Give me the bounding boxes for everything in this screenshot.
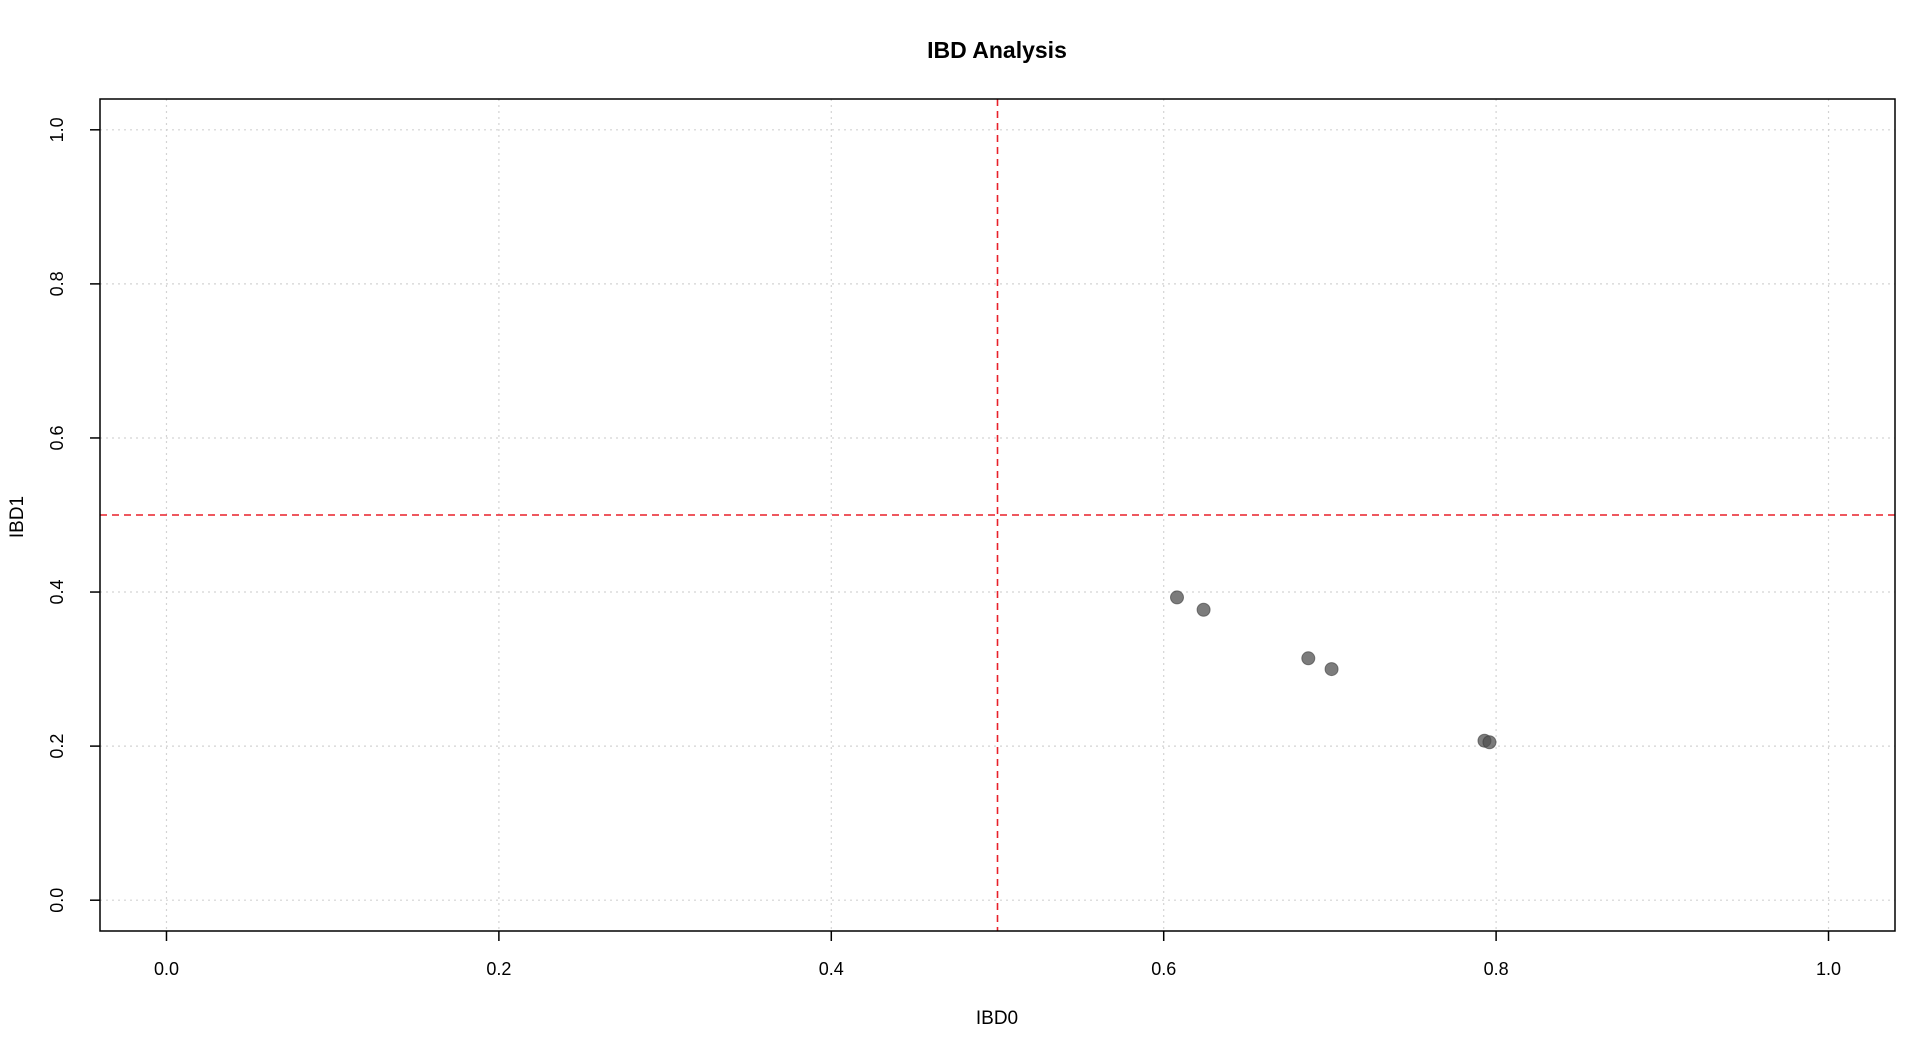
x-axis: 0.0 0.2 0.4 0.6 0.8 1.0 [154, 931, 1841, 979]
y-tick-label-1: 0.2 [47, 734, 67, 759]
data-point-0-5 [1482, 735, 1497, 750]
data-point-0-1 [1196, 602, 1211, 617]
x-tick-label-0: 0.0 [154, 959, 179, 979]
x-tick-label-4: 0.8 [1484, 959, 1509, 979]
x-axis-label: IBD0 [976, 1008, 1018, 1029]
chart-title: IBD Analysis [927, 37, 1067, 63]
y-axis: 0.0 0.2 0.4 0.6 0.8 1.0 [47, 117, 100, 913]
data-point-0-2 [1301, 651, 1316, 666]
y-tick-label-3: 0.6 [47, 425, 67, 450]
y-tick-label-2: 0.4 [47, 580, 67, 605]
x-tick-label-2: 0.4 [819, 959, 844, 979]
y-tick-label-0: 0.0 [47, 888, 67, 913]
y-tick-label-5: 1.0 [47, 117, 67, 142]
data-point-0-3 [1324, 662, 1339, 677]
reference-lines [100, 99, 1895, 931]
x-tick-label-1: 0.2 [486, 959, 511, 979]
y-tick-label-4: 0.8 [47, 271, 67, 296]
plot-frame [99, 98, 1896, 932]
data-points [1170, 590, 1497, 750]
x-tick-label-5: 1.0 [1816, 959, 1841, 979]
data-point-0-0 [1170, 590, 1184, 605]
x-tick-label-3: 0.6 [1151, 959, 1176, 979]
y-axis-label: IBD1 [7, 496, 28, 538]
